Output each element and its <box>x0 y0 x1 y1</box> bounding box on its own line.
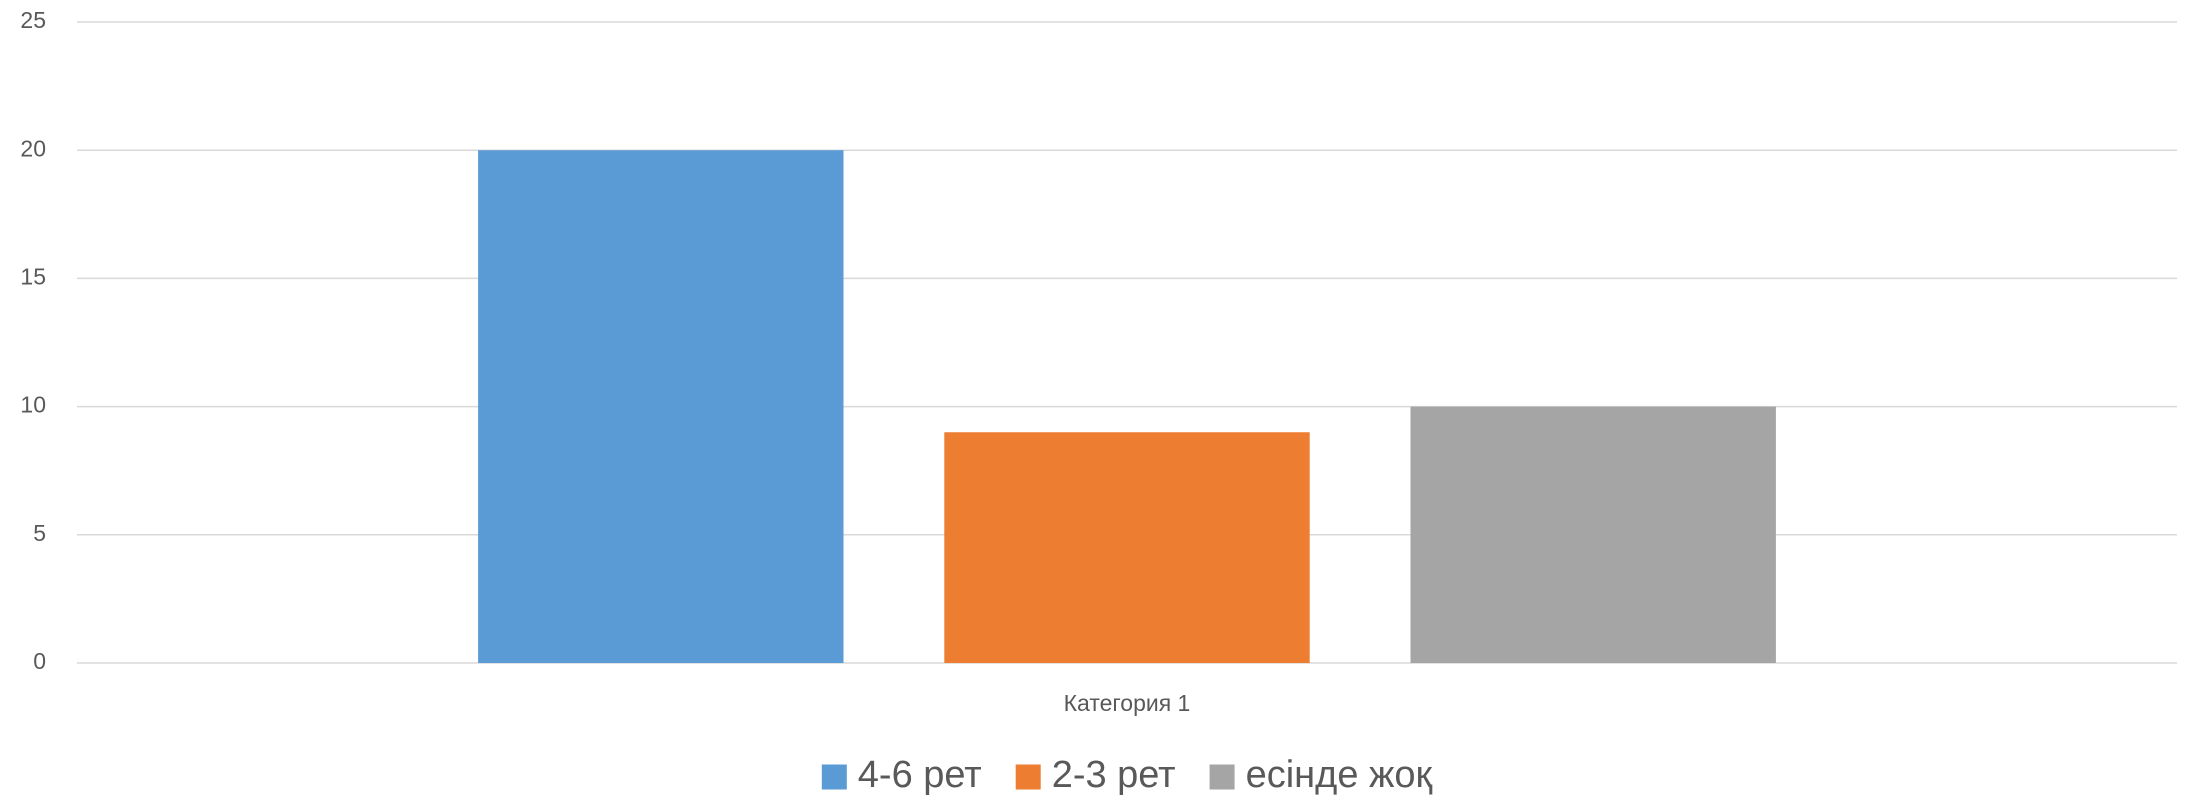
x-tick-label: Категория 1 <box>1064 690 1191 716</box>
y-tick-label: 0 <box>33 648 46 674</box>
bar <box>944 432 1310 663</box>
legend-label: 4-6 рет <box>858 754 982 796</box>
y-tick-label: 15 <box>20 263 46 289</box>
legend-label: 2-3 рет <box>1052 754 1176 796</box>
legend-label: есінде жоқ <box>1246 754 1433 796</box>
legend-swatch <box>821 764 847 790</box>
y-tick-label: 20 <box>20 135 46 161</box>
bar <box>478 150 844 663</box>
legend-swatch <box>1015 764 1041 790</box>
bar <box>1410 406 1776 663</box>
y-tick-label: 25 <box>20 7 46 33</box>
y-tick-label: 10 <box>20 392 46 418</box>
y-tick-label: 5 <box>33 520 46 546</box>
legend-swatch <box>1209 764 1235 790</box>
